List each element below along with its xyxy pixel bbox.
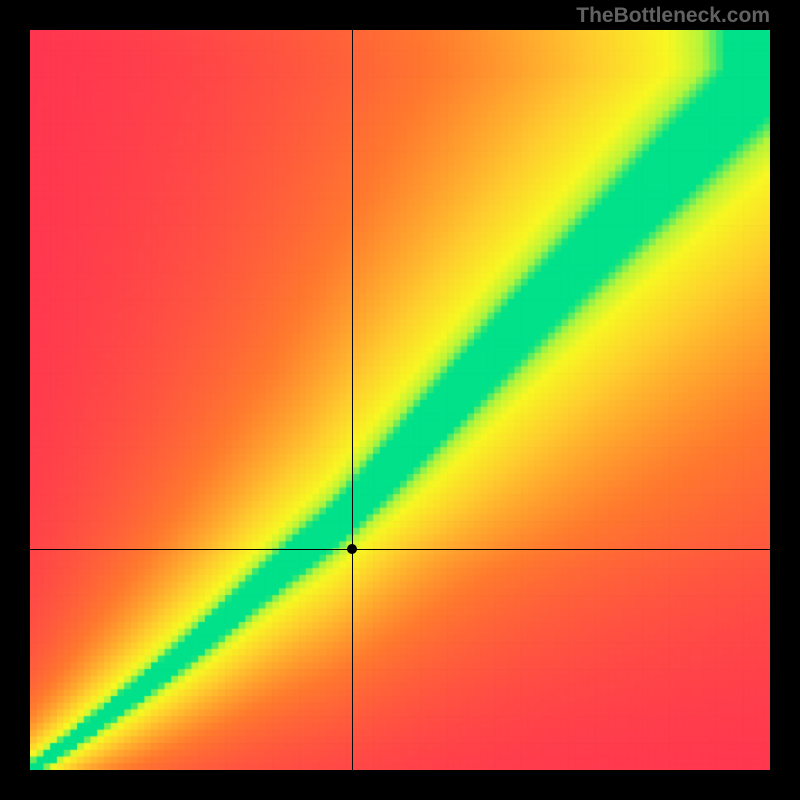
chart-container: TheBottleneck.com — [0, 0, 800, 800]
heatmap-canvas — [30, 30, 770, 770]
crosshair-vertical — [352, 30, 353, 770]
crosshair-horizontal — [30, 549, 770, 550]
data-point-marker — [347, 544, 357, 554]
plot-area — [30, 30, 770, 770]
watermark-text: TheBottleneck.com — [576, 4, 770, 28]
